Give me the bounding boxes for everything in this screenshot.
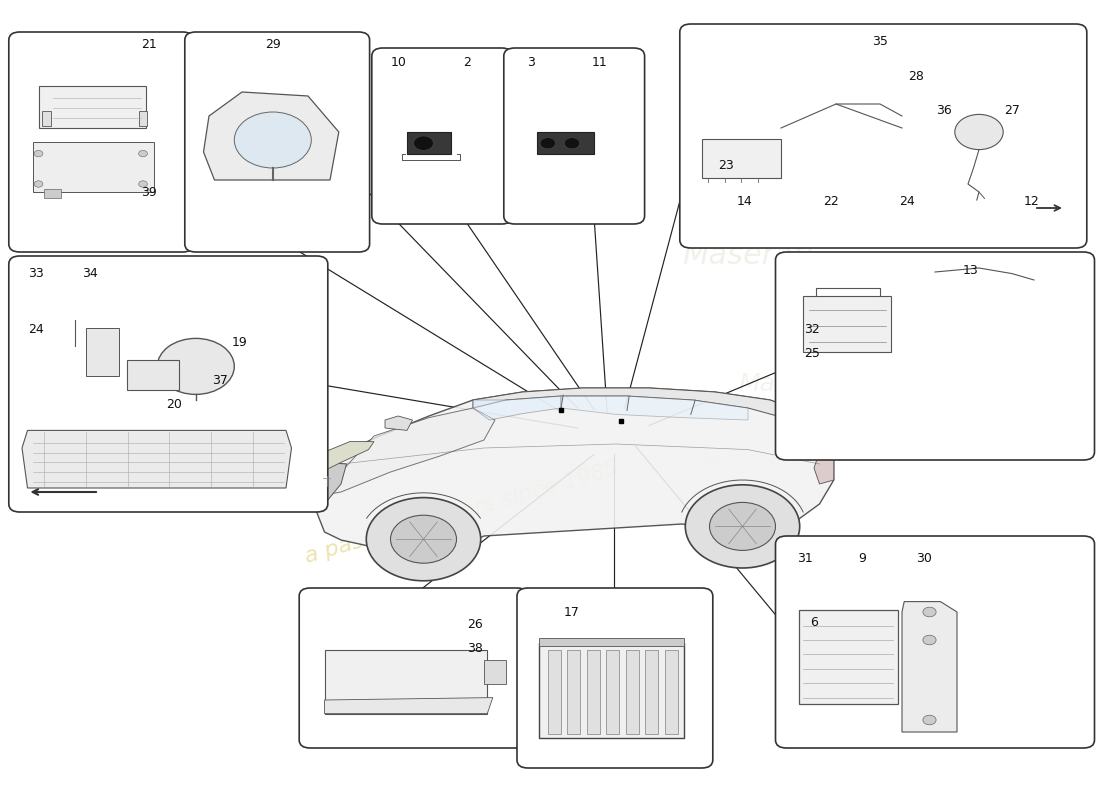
Text: 30: 30 <box>916 552 932 565</box>
Circle shape <box>390 515 456 563</box>
Polygon shape <box>204 92 339 180</box>
FancyBboxPatch shape <box>185 32 370 252</box>
Circle shape <box>139 150 147 157</box>
Text: 2: 2 <box>463 56 472 69</box>
Text: 10: 10 <box>390 56 406 69</box>
Text: 36: 36 <box>936 104 952 117</box>
Polygon shape <box>561 396 748 420</box>
FancyBboxPatch shape <box>299 588 528 748</box>
Text: 3: 3 <box>527 56 536 69</box>
FancyBboxPatch shape <box>517 588 713 768</box>
Text: 12: 12 <box>1024 195 1040 208</box>
Text: 34: 34 <box>82 267 98 280</box>
Circle shape <box>540 138 556 149</box>
Polygon shape <box>385 416 412 430</box>
Text: 19: 19 <box>232 336 248 349</box>
FancyBboxPatch shape <box>776 252 1094 460</box>
Bar <box>803 296 891 352</box>
Text: 31: 31 <box>798 552 813 565</box>
Bar <box>606 650 619 734</box>
FancyBboxPatch shape <box>372 48 513 224</box>
Bar <box>626 650 639 734</box>
Text: 35: 35 <box>872 35 888 48</box>
FancyBboxPatch shape <box>680 24 1087 248</box>
Polygon shape <box>314 388 834 552</box>
Bar <box>586 650 600 734</box>
Bar <box>39 86 146 128</box>
Text: 26: 26 <box>468 618 483 630</box>
Text: 25: 25 <box>804 347 820 360</box>
Polygon shape <box>22 430 292 488</box>
Polygon shape <box>473 388 814 420</box>
Text: 24: 24 <box>29 323 44 336</box>
Text: 17: 17 <box>564 606 580 618</box>
Polygon shape <box>317 462 346 504</box>
Polygon shape <box>319 408 495 496</box>
Bar <box>537 132 594 154</box>
Bar <box>539 638 684 646</box>
Bar <box>702 139 781 178</box>
Bar <box>407 132 451 154</box>
Text: 13: 13 <box>962 264 978 277</box>
Text: 24: 24 <box>900 195 915 208</box>
Text: 38: 38 <box>468 642 483 654</box>
Circle shape <box>710 502 776 550</box>
Bar <box>324 650 487 714</box>
Bar <box>126 360 179 390</box>
Circle shape <box>34 181 43 187</box>
Circle shape <box>685 485 800 568</box>
Text: 27: 27 <box>1004 104 1020 117</box>
Circle shape <box>923 635 936 645</box>
Circle shape <box>414 136 433 150</box>
Polygon shape <box>310 442 374 476</box>
Text: 29: 29 <box>265 38 280 50</box>
Circle shape <box>923 715 936 725</box>
Text: Maserati: Maserati <box>738 372 846 396</box>
Text: Maserati: Maserati <box>700 454 796 474</box>
Text: 22: 22 <box>823 195 838 208</box>
Text: 11: 11 <box>592 56 607 69</box>
Text: 32: 32 <box>804 323 820 336</box>
Text: a passion for cars since 1985: a passion for cars since 1985 <box>302 458 622 566</box>
Circle shape <box>564 138 580 149</box>
Bar <box>86 328 119 376</box>
Polygon shape <box>473 396 561 420</box>
Bar <box>539 643 684 738</box>
Circle shape <box>955 114 1003 150</box>
Text: Maserati: Maserati <box>682 242 814 270</box>
Text: 23: 23 <box>718 159 734 172</box>
Text: 14: 14 <box>737 195 752 208</box>
Bar <box>664 650 678 734</box>
Text: 33: 33 <box>29 267 44 280</box>
Bar <box>568 650 581 734</box>
Circle shape <box>923 607 936 617</box>
Bar <box>484 660 506 684</box>
Circle shape <box>234 112 311 168</box>
Polygon shape <box>814 448 834 484</box>
FancyBboxPatch shape <box>9 256 328 512</box>
Bar <box>548 650 561 734</box>
Bar <box>33 142 154 192</box>
Bar <box>42 111 51 126</box>
Bar <box>44 189 60 198</box>
Text: 6: 6 <box>810 616 818 629</box>
Text: 20: 20 <box>166 398 182 410</box>
FancyBboxPatch shape <box>9 32 194 252</box>
Text: 37: 37 <box>212 374 228 386</box>
Text: 9: 9 <box>858 552 867 565</box>
Circle shape <box>34 150 43 157</box>
Circle shape <box>157 338 234 394</box>
FancyBboxPatch shape <box>504 48 645 224</box>
Bar <box>139 111 147 126</box>
Text: 39: 39 <box>141 186 156 198</box>
FancyBboxPatch shape <box>776 536 1094 748</box>
Text: 21: 21 <box>141 38 156 50</box>
Circle shape <box>139 181 147 187</box>
Polygon shape <box>902 602 957 732</box>
Text: 28: 28 <box>909 70 924 82</box>
Circle shape <box>366 498 481 581</box>
Bar <box>645 650 658 734</box>
Polygon shape <box>324 698 493 714</box>
Bar <box>799 610 898 704</box>
